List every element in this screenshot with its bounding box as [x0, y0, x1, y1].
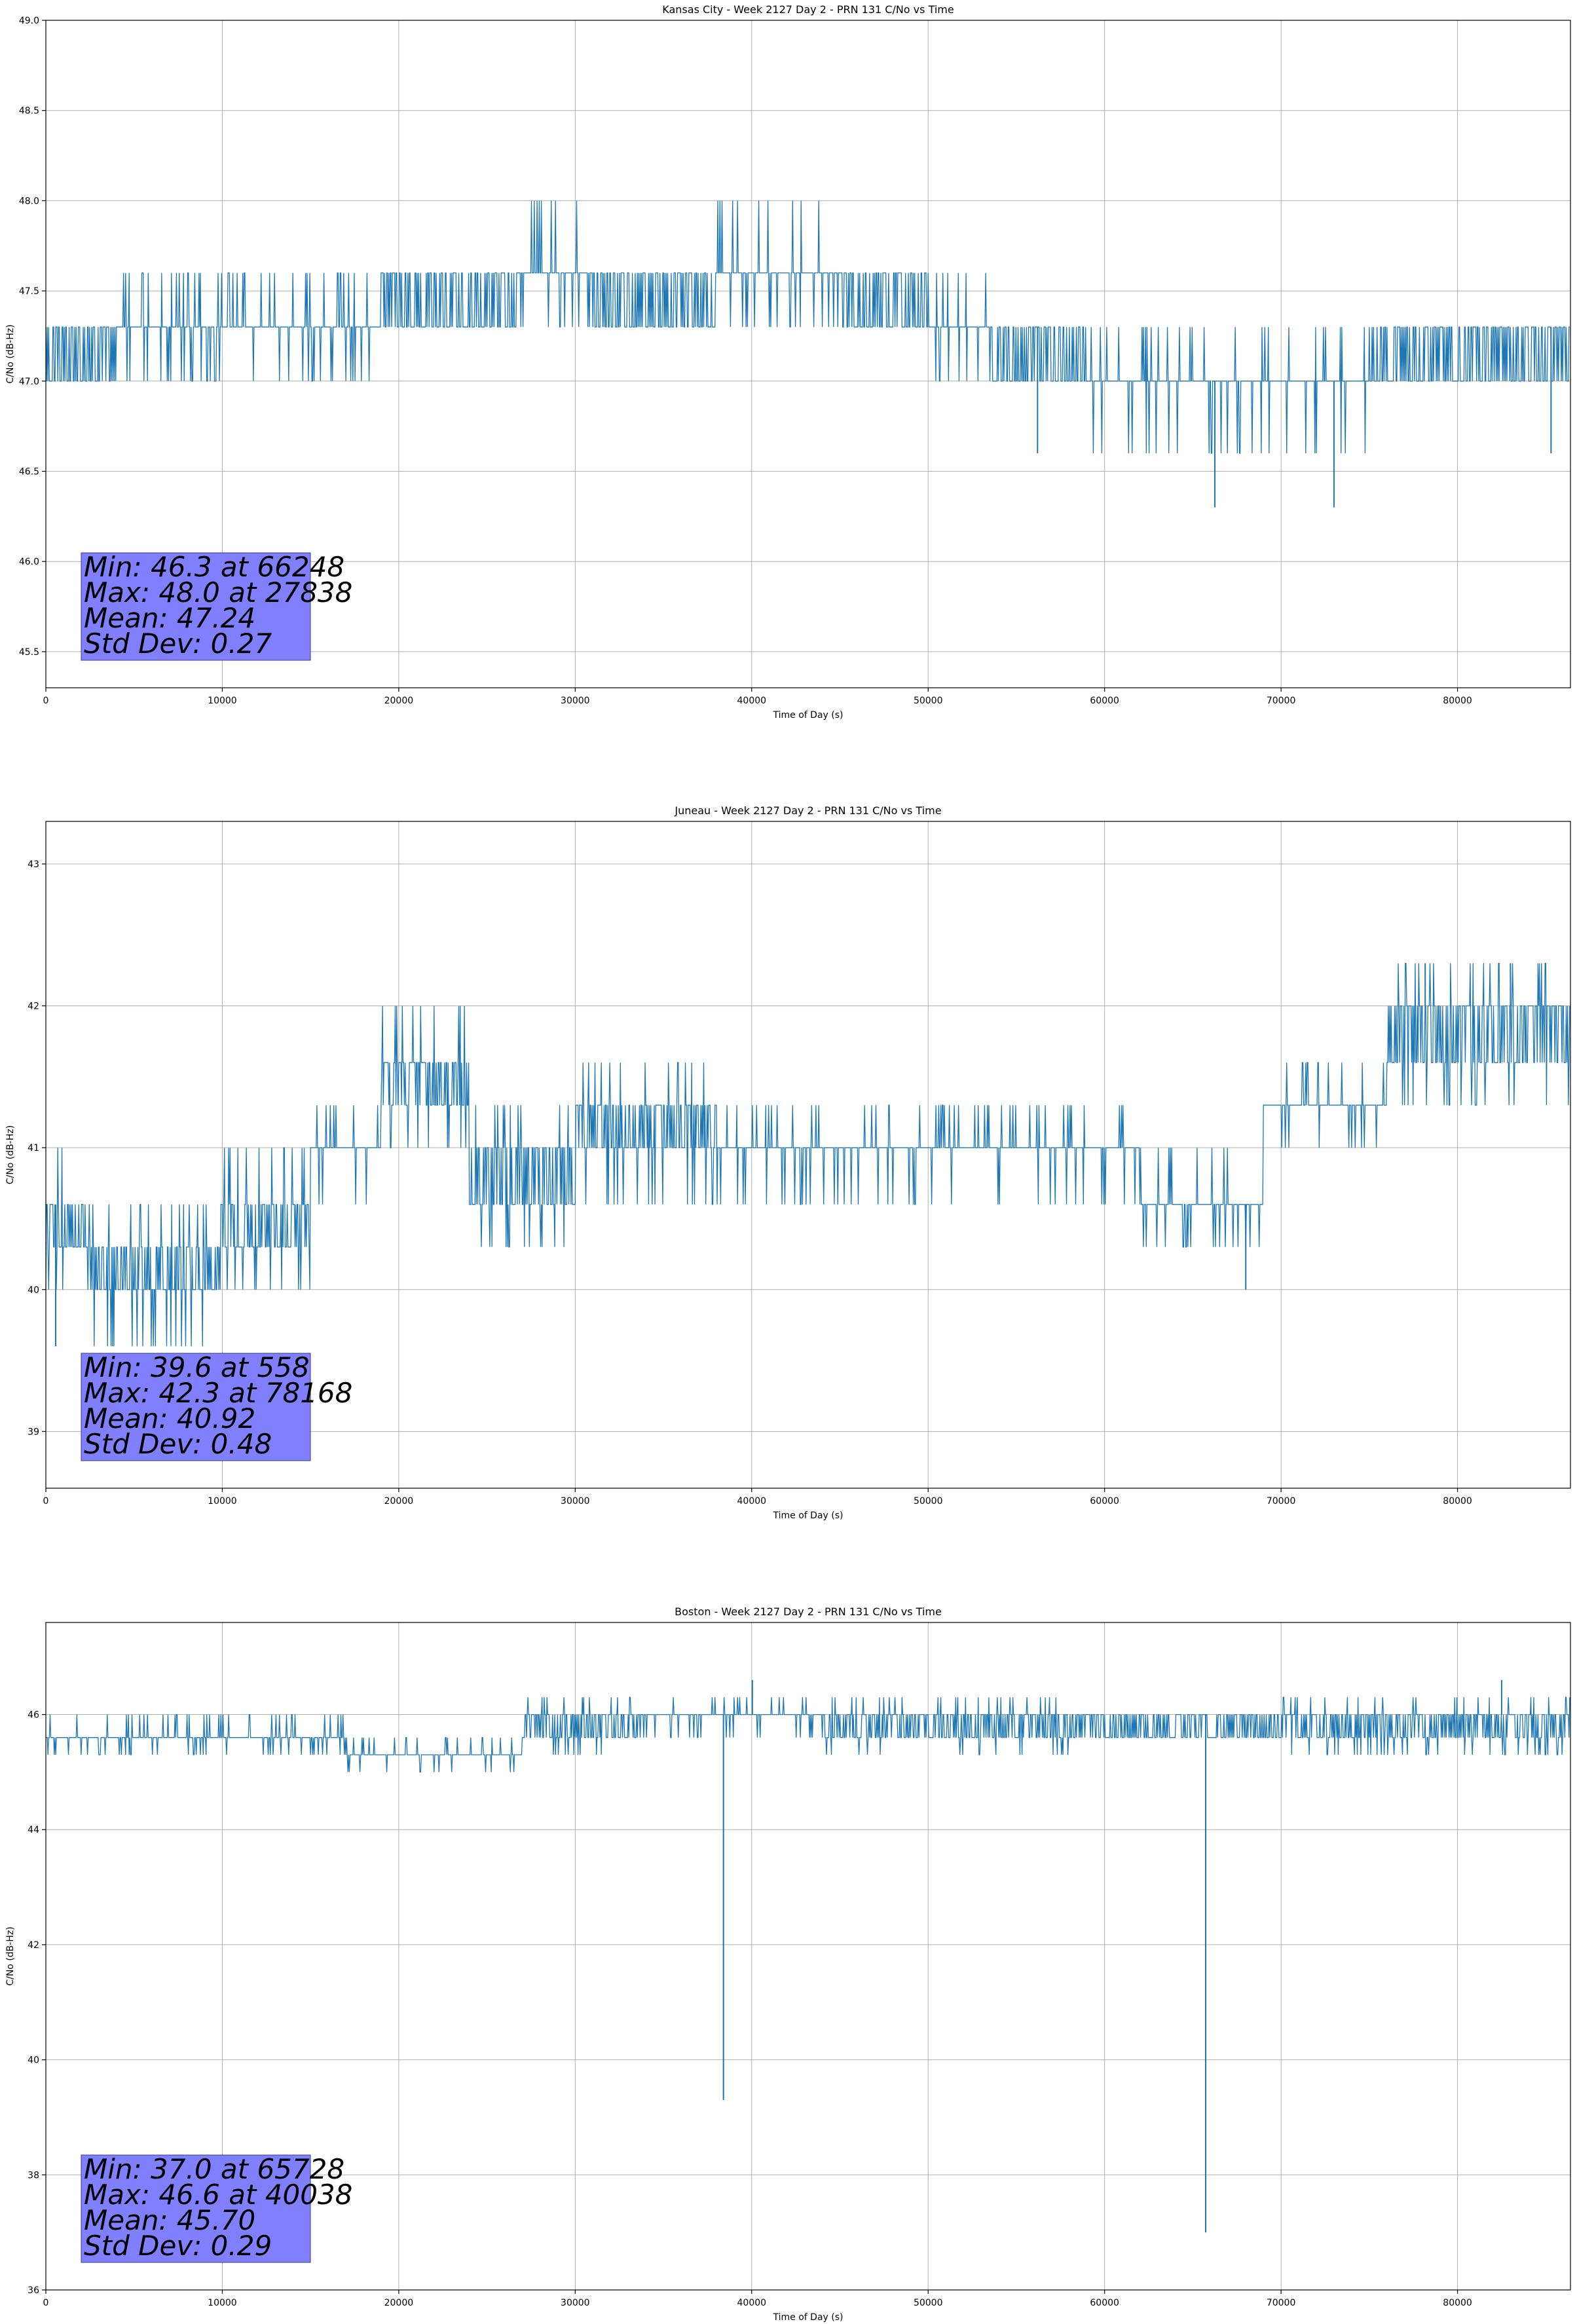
chart-0-series-line: [45, 200, 1570, 454]
chart-0-panel: 0 10000 20000 30000 40000 50000 60000 70000 8000…: [5, 3, 1571, 721]
chart-2-x-tick-label: 0: [43, 2298, 49, 2308]
chart-1-y-axis-label: C/No (dB-Hz): [5, 1125, 16, 1184]
chart-0-x-tick-label: 10000: [208, 696, 237, 706]
chart-2-x-tick-label: 40000: [737, 2298, 767, 2308]
chart-1-stats-min-text: Min: 39.6 at 558: [84, 1351, 310, 1383]
chart-2-stats-min-text: Min: 37.0 at 65728: [84, 2153, 344, 2185]
chart-2-panel: 0 10000 20000 30000 40000 50000 60000 70000 8000…: [5, 1605, 1571, 2323]
chart-0-x-tick-label: 60000: [1090, 696, 1119, 706]
chart-0-x-tick-label: 20000: [384, 696, 414, 706]
chart-1-y-tick-label: 40: [28, 1285, 39, 1296]
chart-1-series-line: [45, 962, 1570, 1347]
chart-1-x-tick-label: 70000: [1267, 1496, 1296, 1507]
chart-0-x-tick-label: 80000: [1443, 696, 1472, 706]
chart-0-y-tick-label: 46.0: [19, 557, 39, 567]
chart-2-y-tick-label: 38: [28, 2170, 39, 2181]
chart-2-x-tick-label: 60000: [1090, 2298, 1119, 2308]
chart-0-y-axis-label: C/No (dB-Hz): [5, 324, 16, 383]
chart-1-y-tick-label: 41: [28, 1143, 39, 1153]
chart-1-y-tick-label: 43: [28, 859, 39, 870]
chart-1-x-axis-label: Time of Day (s): [773, 1510, 844, 1521]
chart-1-stats-max-text: Max: 42.3 at 78168: [84, 1377, 352, 1409]
chart-1-y-tick-label: 39: [28, 1427, 39, 1437]
chart-2-x-axis-label: Time of Day (s): [773, 2312, 844, 2323]
chart-0-stats-min-text: Min: 46.3 at 66248: [84, 551, 344, 583]
chart-1-y-tick-label: 42: [28, 1002, 39, 1012]
chart-1-stats-mean-text: Mean: 40.92: [84, 1402, 255, 1434]
chart-2-y-tick-label: 46: [28, 1710, 39, 1721]
chart-2-y-tick-label: 42: [28, 1940, 39, 1951]
chart-2-title: Boston - Week 2127 Day 2 - PRN 131 C/No …: [675, 1605, 942, 1618]
chart-0-x-tick-label: 70000: [1267, 696, 1296, 706]
chart-1-x-tick-label: 50000: [914, 1496, 943, 1507]
chart-0-x-tick-label: 50000: [914, 696, 943, 706]
chart-1-x-tick-label: 60000: [1090, 1496, 1119, 1507]
chart-1-axes-frame: [45, 821, 1571, 1489]
chart-1-x-tick-label: 0: [43, 1496, 49, 1507]
chart-2-x-tick-label: 10000: [208, 2298, 237, 2308]
chart-0-stats-std-text: Std Dev: 0.27: [84, 628, 272, 660]
chart-1-x-tick-label: 30000: [561, 1496, 590, 1507]
chart-1-x-tick-label: 40000: [737, 1496, 767, 1507]
chart-0-y-tick-label: 46.5: [19, 467, 39, 478]
chart-0-y-tick-label: 49.0: [19, 16, 39, 26]
chart-2-y-tick-label: 36: [28, 2285, 39, 2296]
chart-0-axes-frame: [45, 20, 1571, 688]
chart-2-y-axis-label: C/No (dB-Hz): [5, 1926, 16, 1985]
chart-2-axes-frame: [45, 1622, 1571, 2291]
chart-1-x-tick-label: 80000: [1443, 1496, 1472, 1507]
chart-0-stats-mean-text: Mean: 47.24: [84, 602, 255, 634]
chart-1-stats-std-text: Std Dev: 0.48: [84, 1428, 272, 1460]
chart-0-y-tick-label: 48.5: [19, 106, 39, 117]
chart-0-y-tick-label: 45.5: [19, 647, 39, 658]
chart-0-title: Kansas City - Week 2127 Day 2 - PRN 131 …: [662, 3, 954, 16]
chart-1-title: Juneau - Week 2127 Day 2 - PRN 131 C/No …: [674, 804, 941, 817]
chart-0-x-tick-label: 0: [43, 696, 49, 706]
chart-2-stats-std-text: Std Dev: 0.29: [84, 2230, 272, 2262]
chart-2-x-tick-label: 70000: [1267, 2298, 1296, 2308]
chart-2-x-tick-label: 20000: [384, 2298, 414, 2308]
chart-0-stats-box: [81, 552, 311, 661]
chart-2-x-tick-label: 30000: [561, 2298, 590, 2308]
chart-2-stats-mean-text: Mean: 45.70: [84, 2204, 255, 2236]
chart-0-y-tick-label: 47.5: [19, 286, 39, 297]
chart-0-stats-max-text: Max: 48.0 at 27838: [84, 576, 352, 609]
chart-0-y-tick-label: 47.0: [19, 377, 39, 387]
chart-1-x-tick-label: 10000: [208, 1496, 237, 1507]
chart-2-stats-max-text: Max: 46.6 at 40038: [84, 2179, 352, 2211]
chart-2-stats-box: [81, 2154, 311, 2263]
chart-2-series-line: [46, 1696, 1570, 1773]
chart-2-x-tick-label: 80000: [1443, 2298, 1472, 2308]
chart-2-x-tick-label: 50000: [914, 2298, 943, 2308]
chart-0-x-tick-label: 30000: [561, 696, 590, 706]
chart-0-y-tick-label: 48.0: [19, 196, 39, 206]
chart-1-x-tick-label: 20000: [384, 1496, 414, 1507]
chart-2-y-tick-label: 40: [28, 2055, 39, 2066]
chart-2-y-tick-label: 44: [28, 1825, 39, 1835]
chart-1-panel: 0 10000 20000 30000 40000 50000 60000 70000 8000…: [5, 804, 1571, 1521]
chart-0-x-axis-label: Time of Day (s): [773, 710, 844, 721]
chart-0-x-tick-label: 40000: [737, 696, 767, 706]
chart-1-stats-box: [81, 1353, 311, 1461]
